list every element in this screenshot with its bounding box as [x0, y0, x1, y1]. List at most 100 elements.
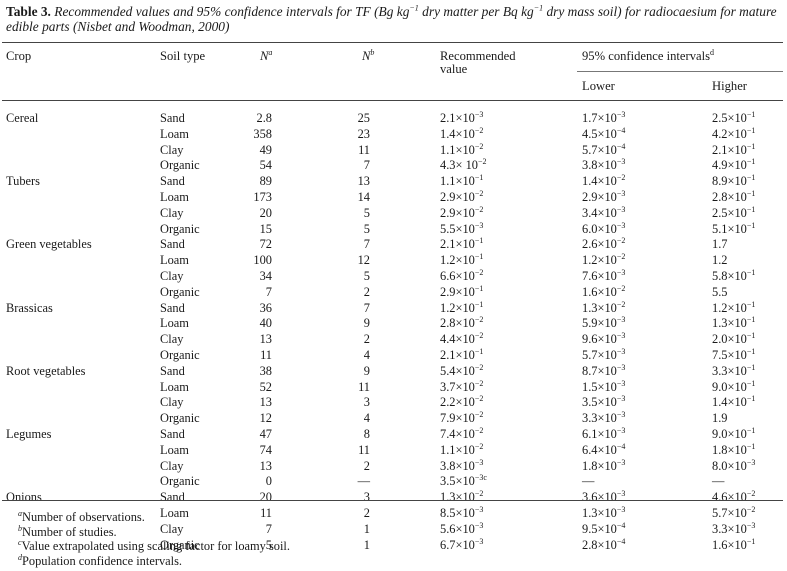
table-row: Clay 20 5 2.9×10−2 3.4×10−3 2.5×10−1	[0, 204, 787, 222]
top-rule	[2, 42, 783, 43]
cell-n-observations: 358	[253, 126, 272, 141]
cell-lower: 8.7×10−3	[582, 362, 626, 378]
table-row: Organic 0 — 3.5×10−3c — —	[0, 474, 787, 490]
cell-crop: Brassicas	[6, 300, 53, 315]
cell-higher: 2.1×10−1	[712, 141, 756, 157]
cell-lower: 3.5×10−3	[582, 394, 626, 410]
cell-lower: 3.8×10−3	[582, 157, 626, 173]
cell-higher: 5.7×10−2	[712, 504, 756, 520]
cell-recommended-value: 2.1×10−1	[440, 236, 484, 252]
cell-lower: 2.6×10−2	[582, 236, 626, 252]
cell-crop: Onions	[6, 490, 42, 505]
cell-recommended-value: 1.4×10−2	[440, 125, 484, 141]
cell-lower: 3.6×10−3	[582, 489, 626, 505]
cell-recommended-value: 2.1×10−1	[440, 346, 484, 362]
cell-n-observations: 72	[259, 237, 272, 252]
table-row: Loam 74 11 1.1×10−2 6.4×10−4 1.8×10−1	[0, 441, 787, 459]
cell-higher: 9.0×10−1	[712, 378, 756, 394]
cell-recommended-value: 1.2×10−1	[440, 299, 484, 315]
cell-n-studies: 9	[363, 363, 370, 378]
cell-n-studies: 14	[357, 189, 370, 204]
cell-lower: 3.3×10−3	[582, 410, 626, 426]
cell-recommended-value: 1.2×10−1	[440, 252, 484, 268]
cell-recommended-value: 5.6×10−3	[440, 520, 484, 536]
cell-n-studies: 2	[363, 332, 370, 347]
cell-n-studies: 5	[363, 268, 370, 283]
cell-n-observations: 0	[265, 474, 272, 489]
cell-higher: 2.8×10−1	[712, 188, 756, 204]
table-row: Legumes Sand 47 8 7.4×10−2 6.1×10−3 9.0×10−1	[0, 425, 787, 443]
cell-recommended-value: 1.1×10−2	[440, 441, 484, 457]
cell-recommended-value: 7.4×10−2	[440, 425, 484, 441]
cell-soil-type: Clay	[160, 142, 184, 157]
cell-recommended-value: 5.4×10−2	[440, 362, 484, 378]
cell-lower: 1.7×10−3	[582, 109, 626, 125]
table-row: Loam 52 11 3.7×10−2 1.5×10−3 9.0×10−1	[0, 378, 787, 396]
cell-soil-type: Sand	[160, 363, 185, 378]
cell-n-observations: 11	[260, 347, 272, 362]
cell-n-observations: 47	[259, 426, 272, 441]
cell-lower: 5.7×10−3	[582, 346, 626, 362]
cell-higher: 1.9	[712, 411, 728, 426]
cell-n-observations: 52	[259, 379, 272, 394]
cell-lower: 1.2×10−2	[582, 252, 626, 268]
cell-higher: 9.0×10−1	[712, 425, 756, 441]
cell-n-observations: 13	[259, 458, 272, 473]
cell-lower: 7.6×10−3	[582, 267, 626, 283]
cell-lower: 1.8×10−3	[582, 457, 626, 473]
cell-higher: 8.0×10−3	[712, 457, 756, 473]
cell-n-observations: 11	[260, 505, 272, 520]
cell-n-studies: 13	[357, 174, 370, 189]
cell-n-studies: —	[357, 474, 370, 489]
cell-n-observations: 15	[259, 221, 272, 236]
cell-soil-type: Loam	[160, 505, 189, 520]
header-recommended: Recommended value	[440, 49, 516, 76]
cell-lower: —	[582, 474, 595, 489]
table-row: Clay 13 3 2.2×10−2 3.5×10−3 1.4×10−1	[0, 395, 787, 411]
cell-higher: 2.5×10−1	[712, 109, 756, 125]
cell-recommended-value: 2.8×10−2	[440, 315, 484, 331]
cell-n-observations: 173	[253, 189, 272, 204]
header-n-studies: Nb	[362, 47, 375, 63]
cell-soil-type: Organic	[160, 221, 200, 236]
cell-higher: 8.9×10−1	[712, 173, 756, 189]
cell-soil-type: Loam	[160, 379, 189, 394]
cell-soil-type: Clay	[160, 268, 184, 283]
cell-soil-type: Loam	[160, 126, 189, 141]
table-row: Green vegetables Sand 72 7 2.1×10−1 2.6×10−2 1…	[0, 237, 787, 253]
cell-higher: 5.8×10−1	[712, 267, 756, 283]
cell-lower: 9.5×10−4	[582, 520, 626, 536]
cell-recommended-value: 4.3× 10−2	[440, 157, 487, 173]
table-label: Table 3.	[6, 4, 51, 19]
table-row: Loam 173 14 2.9×10−2 2.9×10−3 2.8×10−1	[0, 188, 787, 206]
cell-lower: 6.1×10−3	[582, 425, 626, 441]
cell-recommended-value: 2.9×10−2	[440, 204, 484, 220]
table-row: Clay 49 11 1.1×10−2 5.7×10−4 2.1×10−1	[0, 141, 787, 159]
cell-n-observations: 7	[265, 521, 272, 536]
table-row: Loam 11 2 8.5×10−3 1.3×10−3 5.7×10−2	[0, 504, 787, 522]
cell-recommended-value: 3.5×10−3c	[440, 473, 487, 489]
cell-n-observations: 54	[259, 158, 272, 173]
cell-higher: 5.5	[712, 284, 728, 299]
caption-text: Recommended values and 95% confidence in…	[6, 3, 777, 34]
cell-soil-type: Sand	[160, 237, 185, 252]
cell-lower: 6.0×10−3	[582, 220, 626, 236]
cell-soil-type: Sand	[160, 426, 185, 441]
cell-n-studies: 5	[363, 205, 370, 220]
cell-n-studies: 2	[363, 505, 370, 520]
table-row: Organic 15 5 5.5×10−3 6.0×10−3 5.1×10−1	[0, 220, 787, 238]
cell-n-studies: 3	[363, 490, 370, 505]
cell-soil-type: Organic	[160, 537, 200, 552]
cell-n-studies: 4	[363, 411, 370, 426]
cell-recommended-value: 1.1×10−2	[440, 141, 484, 157]
table-row: Onions Sand 20 3 1.3×10−2 3.6×10−3 4.6×10−2	[0, 490, 787, 506]
cell-recommended-value: 6.6×10−2	[440, 267, 484, 283]
header-higher: Higher	[712, 79, 747, 93]
cell-higher: 1.7	[712, 237, 728, 252]
table-row: Tubers Sand 89 13 1.1×10−1 1.4×10−2 8.9×10−1	[0, 174, 787, 190]
header-lower: Lower	[582, 79, 615, 93]
cell-n-studies: 7	[363, 237, 370, 252]
table-row: Cereal Sand 2.8 25 2.1×10−3 1.7×10−3 2.5×10−1	[0, 109, 787, 127]
cell-soil-type: Organic	[160, 347, 200, 362]
cell-recommended-value: 6.7×10−3	[440, 536, 484, 552]
